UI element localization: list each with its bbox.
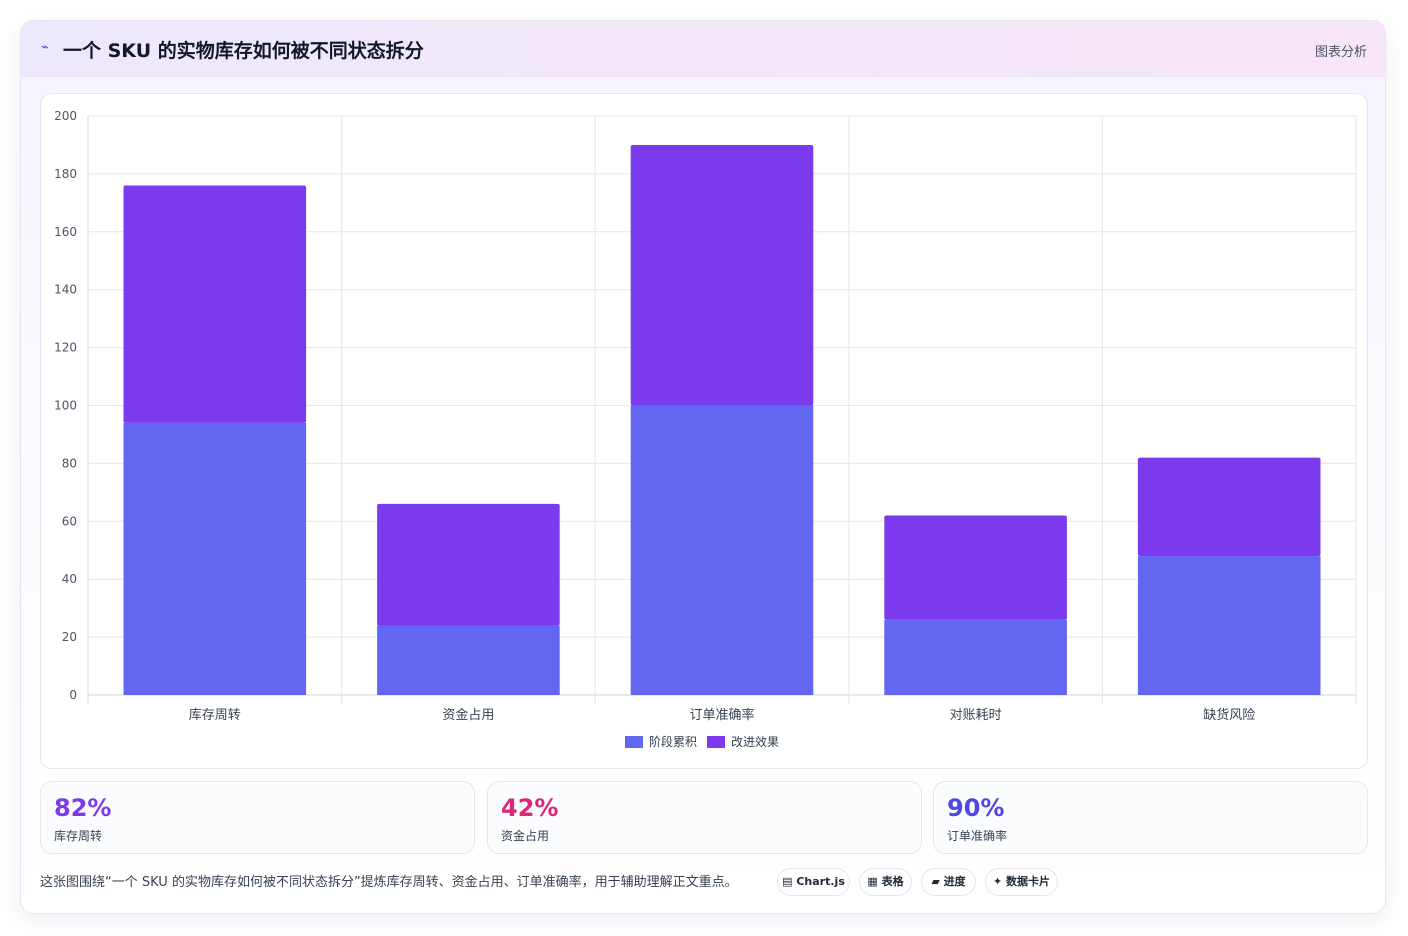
y-tick-label: 20 bbox=[62, 630, 77, 644]
chart-icon: ▤ bbox=[782, 875, 793, 888]
x-tick-label: 资金占用 bbox=[442, 707, 494, 723]
bar-stage-accumulation bbox=[377, 625, 560, 695]
progress-icon: ▰ bbox=[931, 875, 940, 888]
stat-label: 库存周转 bbox=[54, 829, 103, 843]
bar-improvement-effect bbox=[1137, 457, 1321, 557]
stacked-bar-chart: 0 20 40 60 80 100 120 140 160 180 200 库存周转 资金占用 订单准确率… bbox=[54, 109, 1357, 749]
card-header: ⌁ 一个 SKU 的实物库存如何被不同状态拆分 图表分析 bbox=[21, 21, 1385, 77]
y-tick-label: 160 bbox=[54, 225, 77, 239]
x-tick-label: 缺货风险 bbox=[1203, 707, 1255, 723]
chip-table[interactable]: ▦ 表格 bbox=[859, 868, 912, 896]
chip-progress[interactable]: ▰ 进度 bbox=[921, 868, 976, 896]
y-tick-label: 120 bbox=[54, 341, 77, 355]
chip-data-card[interactable]: ✦ 数据卡片 bbox=[985, 868, 1058, 896]
chart-card: ⌁ 一个 SKU 的实物库存如何被不同状态拆分 图表分析 0 20 40 60 80 10… bbox=[20, 20, 1386, 914]
stat-value: 42% bbox=[501, 794, 559, 822]
legend-swatch bbox=[625, 736, 643, 748]
x-tick-label: 对账耗时 bbox=[950, 708, 1002, 723]
stat-card-inventory-turnover: 82% 库存周转 bbox=[40, 781, 475, 854]
legend-swatch bbox=[707, 736, 725, 748]
y-tick-label: 100 bbox=[54, 399, 77, 413]
x-tick-label: 库存周转 bbox=[189, 707, 241, 723]
legend-label: 阶段累积 bbox=[649, 734, 697, 749]
bar-improvement-effect bbox=[630, 144, 814, 406]
card-icon: ✦ bbox=[992, 875, 1003, 888]
chart-panel: 0 20 40 60 80 100 120 140 160 180 200 库存周转 资金占用 订单准确率… bbox=[40, 93, 1368, 769]
y-tick-label: 60 bbox=[62, 514, 77, 528]
bar-stage-accumulation bbox=[123, 422, 307, 695]
stat-label: 订单准确率 bbox=[947, 829, 1008, 843]
x-tick-label: 订单准确率 bbox=[689, 707, 754, 723]
stat-value: 82% bbox=[54, 794, 112, 822]
chart-caption: 这张图围绕“一个 SKU 的实物库存如何被不同状态拆分”提炼库存周转、资金占用、… bbox=[40, 875, 738, 890]
chart-analysis-tag: 图表分析 bbox=[1314, 45, 1367, 60]
chip-label: 表格 bbox=[881, 875, 904, 888]
card-title: 一个 SKU 的实物库存如何被不同状态拆分 bbox=[63, 40, 424, 62]
y-tick-label: 180 bbox=[54, 167, 77, 181]
table-icon: ▦ bbox=[867, 875, 878, 888]
chip-label: 进度 bbox=[943, 875, 966, 888]
stat-card-order-accuracy: 90% 订单准确率 bbox=[933, 781, 1368, 854]
y-tick-label: 140 bbox=[54, 283, 77, 297]
bar-stage-accumulation bbox=[884, 619, 1067, 695]
y-tick-label: 0 bbox=[69, 688, 77, 702]
bar-improvement-effect bbox=[123, 185, 307, 423]
chip-label: Chart.js bbox=[796, 875, 845, 888]
stat-card-capital-occupation: 42% 资金占用 bbox=[487, 781, 922, 854]
chip-chartjs[interactable]: ▤ Chart.js bbox=[777, 868, 850, 896]
chip-label: 数据卡片 bbox=[1006, 875, 1051, 888]
bar-stage-accumulation bbox=[1137, 556, 1321, 695]
y-tick-label: 40 bbox=[62, 572, 77, 586]
bar-improvement-effect bbox=[884, 515, 1067, 620]
y-tick-label: 80 bbox=[62, 456, 77, 470]
y-tick-label: 200 bbox=[54, 109, 77, 123]
legend-label: 改进效果 bbox=[731, 734, 779, 749]
stat-label: 资金占用 bbox=[501, 829, 550, 843]
stat-value: 90% bbox=[947, 794, 1005, 822]
bar-stage-accumulation bbox=[630, 405, 814, 695]
chart-icon: ⌁ bbox=[41, 40, 49, 55]
bar-improvement-effect bbox=[377, 503, 560, 626]
